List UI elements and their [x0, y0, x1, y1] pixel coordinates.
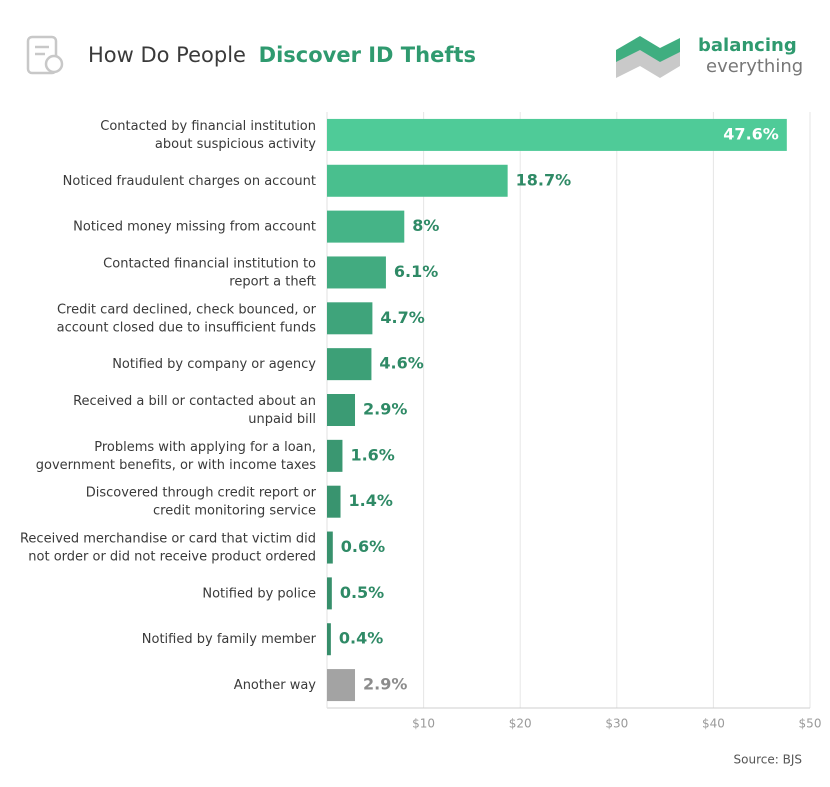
category-line: account closed due to insufficient funds	[57, 320, 317, 335]
bar	[327, 485, 341, 518]
category-label: Credit card declined, check bounced, or a…	[57, 302, 317, 335]
category-label: Notified by family member	[142, 632, 317, 647]
category-line: about suspicious activity	[155, 136, 316, 151]
bar	[327, 118, 787, 151]
category-label: Discovered through credit report or credi…	[86, 485, 317, 518]
title-part: How Do People	[88, 43, 246, 67]
bar	[327, 164, 508, 197]
bar	[327, 210, 405, 243]
chart-title: How Do People Discover ID Thefts	[88, 43, 476, 67]
brand-name: everything	[706, 56, 803, 77]
category-line: not order or did not receive product ord…	[28, 549, 316, 564]
source: Source: BJS	[734, 753, 802, 767]
category-line: Received merchandise or card that victim…	[20, 531, 316, 546]
bar	[327, 348, 372, 381]
bar	[327, 302, 373, 335]
x-tick-label: $40	[702, 717, 725, 731]
value-label: 1.6%	[350, 445, 394, 464]
category-line: Contacted by financial institution	[100, 118, 316, 133]
bar	[327, 623, 331, 656]
grid	[423, 112, 811, 708]
category-line: Notified by police	[202, 586, 316, 601]
value-label: 2.9%	[363, 400, 407, 419]
value-label: 4.7%	[380, 308, 424, 327]
category-line: Noticed fraudulent charges on account	[63, 173, 316, 188]
category-label: Noticed fraudulent charges on account	[63, 173, 316, 188]
category-line: Credit card declined, check bounced, or	[57, 302, 317, 317]
x-tick-label: $30	[605, 717, 628, 731]
value-label: 0.5%	[340, 583, 384, 602]
category-label: Received a bill or contacted about an unp…	[73, 394, 316, 427]
title-highlight: Discover ID Thefts	[259, 43, 476, 67]
value-label: 4.6%	[379, 354, 423, 373]
category-line: Received a bill or contacted about an	[73, 394, 316, 409]
bar	[327, 669, 356, 702]
bar	[327, 577, 332, 610]
category-line: Another way	[234, 678, 316, 693]
bar	[327, 439, 343, 472]
value-label: 2.9%	[363, 675, 407, 694]
category-line: Discovered through credit report or	[86, 485, 317, 500]
category-line: Notified by family member	[142, 632, 317, 647]
value-label: 0.4%	[339, 629, 383, 648]
category-label: Received merchandise or card that victim…	[20, 531, 316, 564]
category-label: Contacted financial institution to report…	[103, 256, 316, 289]
category-label: Contacted by financial institution about …	[100, 118, 316, 151]
category-line: unpaid bill	[248, 412, 316, 427]
value-label: 47.6%	[723, 124, 779, 143]
bar	[327, 256, 386, 289]
category-label: Another way	[234, 678, 316, 693]
category-line: Notified by company or agency	[112, 357, 316, 372]
brand-name: balancing	[698, 35, 797, 56]
bar	[327, 531, 333, 564]
value-label: 18.7%	[516, 170, 572, 189]
x-tick-label: $10	[412, 717, 435, 731]
category-line: government benefits, or with income taxe…	[36, 457, 316, 472]
category-line: Problems with applying for a loan,	[94, 439, 316, 454]
value-label: 0.6%	[341, 537, 385, 556]
value-label: 6.1%	[394, 262, 438, 281]
brand-logo	[616, 36, 680, 78]
category-label: Notified by police	[202, 586, 316, 601]
category-label: Notified by company or agency	[112, 357, 316, 372]
value-label: 1.4%	[349, 491, 393, 510]
category-line: Noticed money missing from account	[73, 219, 316, 234]
category-line: Contacted financial institution to	[103, 256, 316, 271]
category-label: Problems with applying for a loan, govern…	[36, 439, 316, 472]
category-line: credit monitoring service	[153, 503, 316, 518]
category-line: report a theft	[229, 274, 316, 289]
bar	[327, 394, 356, 426]
value-label: 8%	[412, 216, 439, 235]
x-tick-label: $20	[509, 717, 532, 731]
x-tick-label: $50	[799, 717, 822, 731]
title-icon	[26, 35, 64, 75]
category-label: Noticed money missing from account	[73, 219, 316, 234]
